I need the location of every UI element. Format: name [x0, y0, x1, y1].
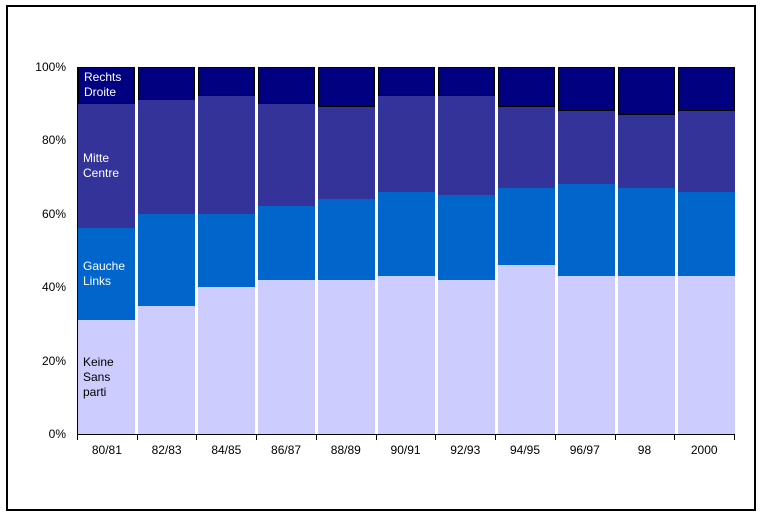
y-tick-label-80: 80% [41, 133, 66, 148]
x-axis-tick [77, 435, 78, 440]
x-tick-label-2000: 2000 [690, 443, 718, 457]
bar-segment-keine-94/95 [498, 265, 555, 434]
bar-segment-keine-2000 [678, 276, 735, 434]
bar-segment-gauche-86/87 [258, 206, 315, 280]
y-tick-label-100: 100% [35, 60, 66, 74]
series-label-mitte: Mitte Centre [83, 151, 120, 181]
bar-segment-mitte-80/81: Mitte Centre [78, 103, 135, 229]
bar-segment-rechts-98 [618, 67, 675, 115]
x-axis-tick [495, 435, 497, 440]
x-tick-label-80/81: 80/81 [91, 443, 122, 457]
bar-segment-gauche-90/91 [378, 191, 435, 277]
bar-segment-rechts-84/85 [198, 67, 255, 97]
series-label-keine: Keine Sans parti [83, 354, 114, 399]
bar-segment-gauche-96/97 [558, 184, 615, 277]
bar-segment-keine-90/91 [378, 276, 435, 434]
series-label-gauche: Gauche Links [83, 259, 126, 289]
bar-segment-rechts-82/83 [138, 67, 195, 101]
x-axis-labels: 80/81 82/83 84/85 86/87 88/89 90/91 92/93 94/95… [77, 443, 734, 457]
bar-segment-keine-84/85 [198, 287, 255, 434]
bar-segment-keine-86/87 [258, 279, 315, 434]
bar-segment-mitte-88/89 [318, 107, 375, 200]
x-axis-tick [375, 435, 377, 440]
bar-segment-keine-92/93 [438, 279, 495, 434]
bar-82/83 [138, 67, 195, 434]
x-tick-label-84/85: 84/85 [211, 443, 242, 457]
bar-segment-keine-98 [618, 276, 675, 434]
bar-segment-keine-96/97 [558, 276, 615, 434]
bar-segment-gauche-92/93 [438, 195, 495, 280]
x-tick-label-90/91: 90/91 [390, 443, 421, 457]
x-axis-tick [256, 435, 258, 440]
bar-segment-rechts-2000 [678, 67, 735, 112]
bar-84/85 [198, 67, 255, 434]
y-tick-label-60: 60% [41, 206, 66, 221]
bar-98 [618, 67, 675, 434]
bar-segment-rechts-96/97 [558, 67, 615, 112]
x-axis-tick [734, 435, 735, 440]
bar-segment-gauche-80/81: Gauche Links [78, 228, 135, 321]
bar-segment-rechts-90/91 [378, 67, 435, 97]
series-label-rechts: Rechts Droite [84, 70, 122, 100]
bar-segment-mitte-84/85 [198, 96, 255, 214]
plot-area: Keine Sans parti Gauche Links Mitte Centre… [77, 67, 735, 435]
x-axis-tick [136, 435, 138, 440]
bar-86/87 [258, 67, 315, 434]
bars: Keine Sans parti Gauche Links Mitte Centre… [78, 67, 735, 434]
x-tick-label-94/95: 94/95 [509, 443, 541, 457]
bar-segment-rechts-86/87 [258, 67, 315, 104]
bar-segment-mitte-94/95 [498, 107, 555, 189]
x-tick-label-86/87: 86/87 [271, 443, 302, 457]
x-axis-tick [196, 435, 198, 440]
x-axis-tick [554, 435, 556, 440]
bar-segment-mitte-98 [618, 114, 675, 189]
bar-segment-mitte-86/87 [258, 103, 315, 207]
bar-segment-keine-82/83 [138, 305, 195, 434]
bar-88/89 [318, 67, 375, 434]
x-tick-label-96/97: 96/97 [569, 443, 600, 457]
bar-segment-gauche-82/83 [138, 213, 195, 306]
x-axis-tick [315, 435, 317, 440]
bar-90/91 [378, 67, 435, 434]
x-axis-tick [674, 435, 676, 440]
x-tick-label-92/93: 92/93 [450, 443, 481, 457]
bar-segment-mitte-90/91 [378, 96, 435, 192]
bar-segment-rechts-88/89 [318, 67, 375, 108]
bar-segment-mitte-82/83 [138, 100, 195, 214]
bar-80/81: Keine Sans parti Gauche Links Mitte Centre… [78, 67, 135, 434]
x-axis-tick [614, 435, 616, 440]
bar-segment-keine-80/81: Keine Sans parti [78, 320, 135, 434]
bar-96/97 [558, 67, 615, 434]
y-tick-label-0: 0% [48, 427, 66, 441]
bar-segment-rechts-94/95 [498, 67, 555, 108]
bar-segment-mitte-96/97 [558, 111, 615, 185]
x-axis-tick [435, 435, 437, 440]
bar-segment-gauche-2000 [678, 191, 735, 277]
bar-94/95 [498, 67, 555, 434]
bar-segment-rechts-92/93 [438, 67, 495, 97]
bar-segment-gauche-98 [618, 188, 675, 277]
bar-segment-mitte-2000 [678, 111, 735, 192]
bar-segment-rechts-80/81: Rechts Droite [78, 67, 135, 104]
x-tick-label-98: 98 [637, 443, 652, 457]
y-tick-label-40: 40% [41, 280, 66, 295]
x-tick-label-88/89: 88/89 [330, 443, 361, 457]
bar-segment-mitte-92/93 [438, 96, 495, 196]
bar-2000 [678, 67, 735, 434]
bar-segment-gauche-84/85 [198, 213, 255, 288]
y-tick-label-20: 20% [41, 353, 66, 368]
bar-segment-gauche-94/95 [498, 188, 555, 266]
bar-segment-keine-88/89 [318, 279, 375, 434]
bar-92/93 [438, 67, 495, 434]
x-tick-label-82/83: 82/83 [151, 443, 182, 457]
bar-segment-gauche-88/89 [318, 199, 375, 280]
